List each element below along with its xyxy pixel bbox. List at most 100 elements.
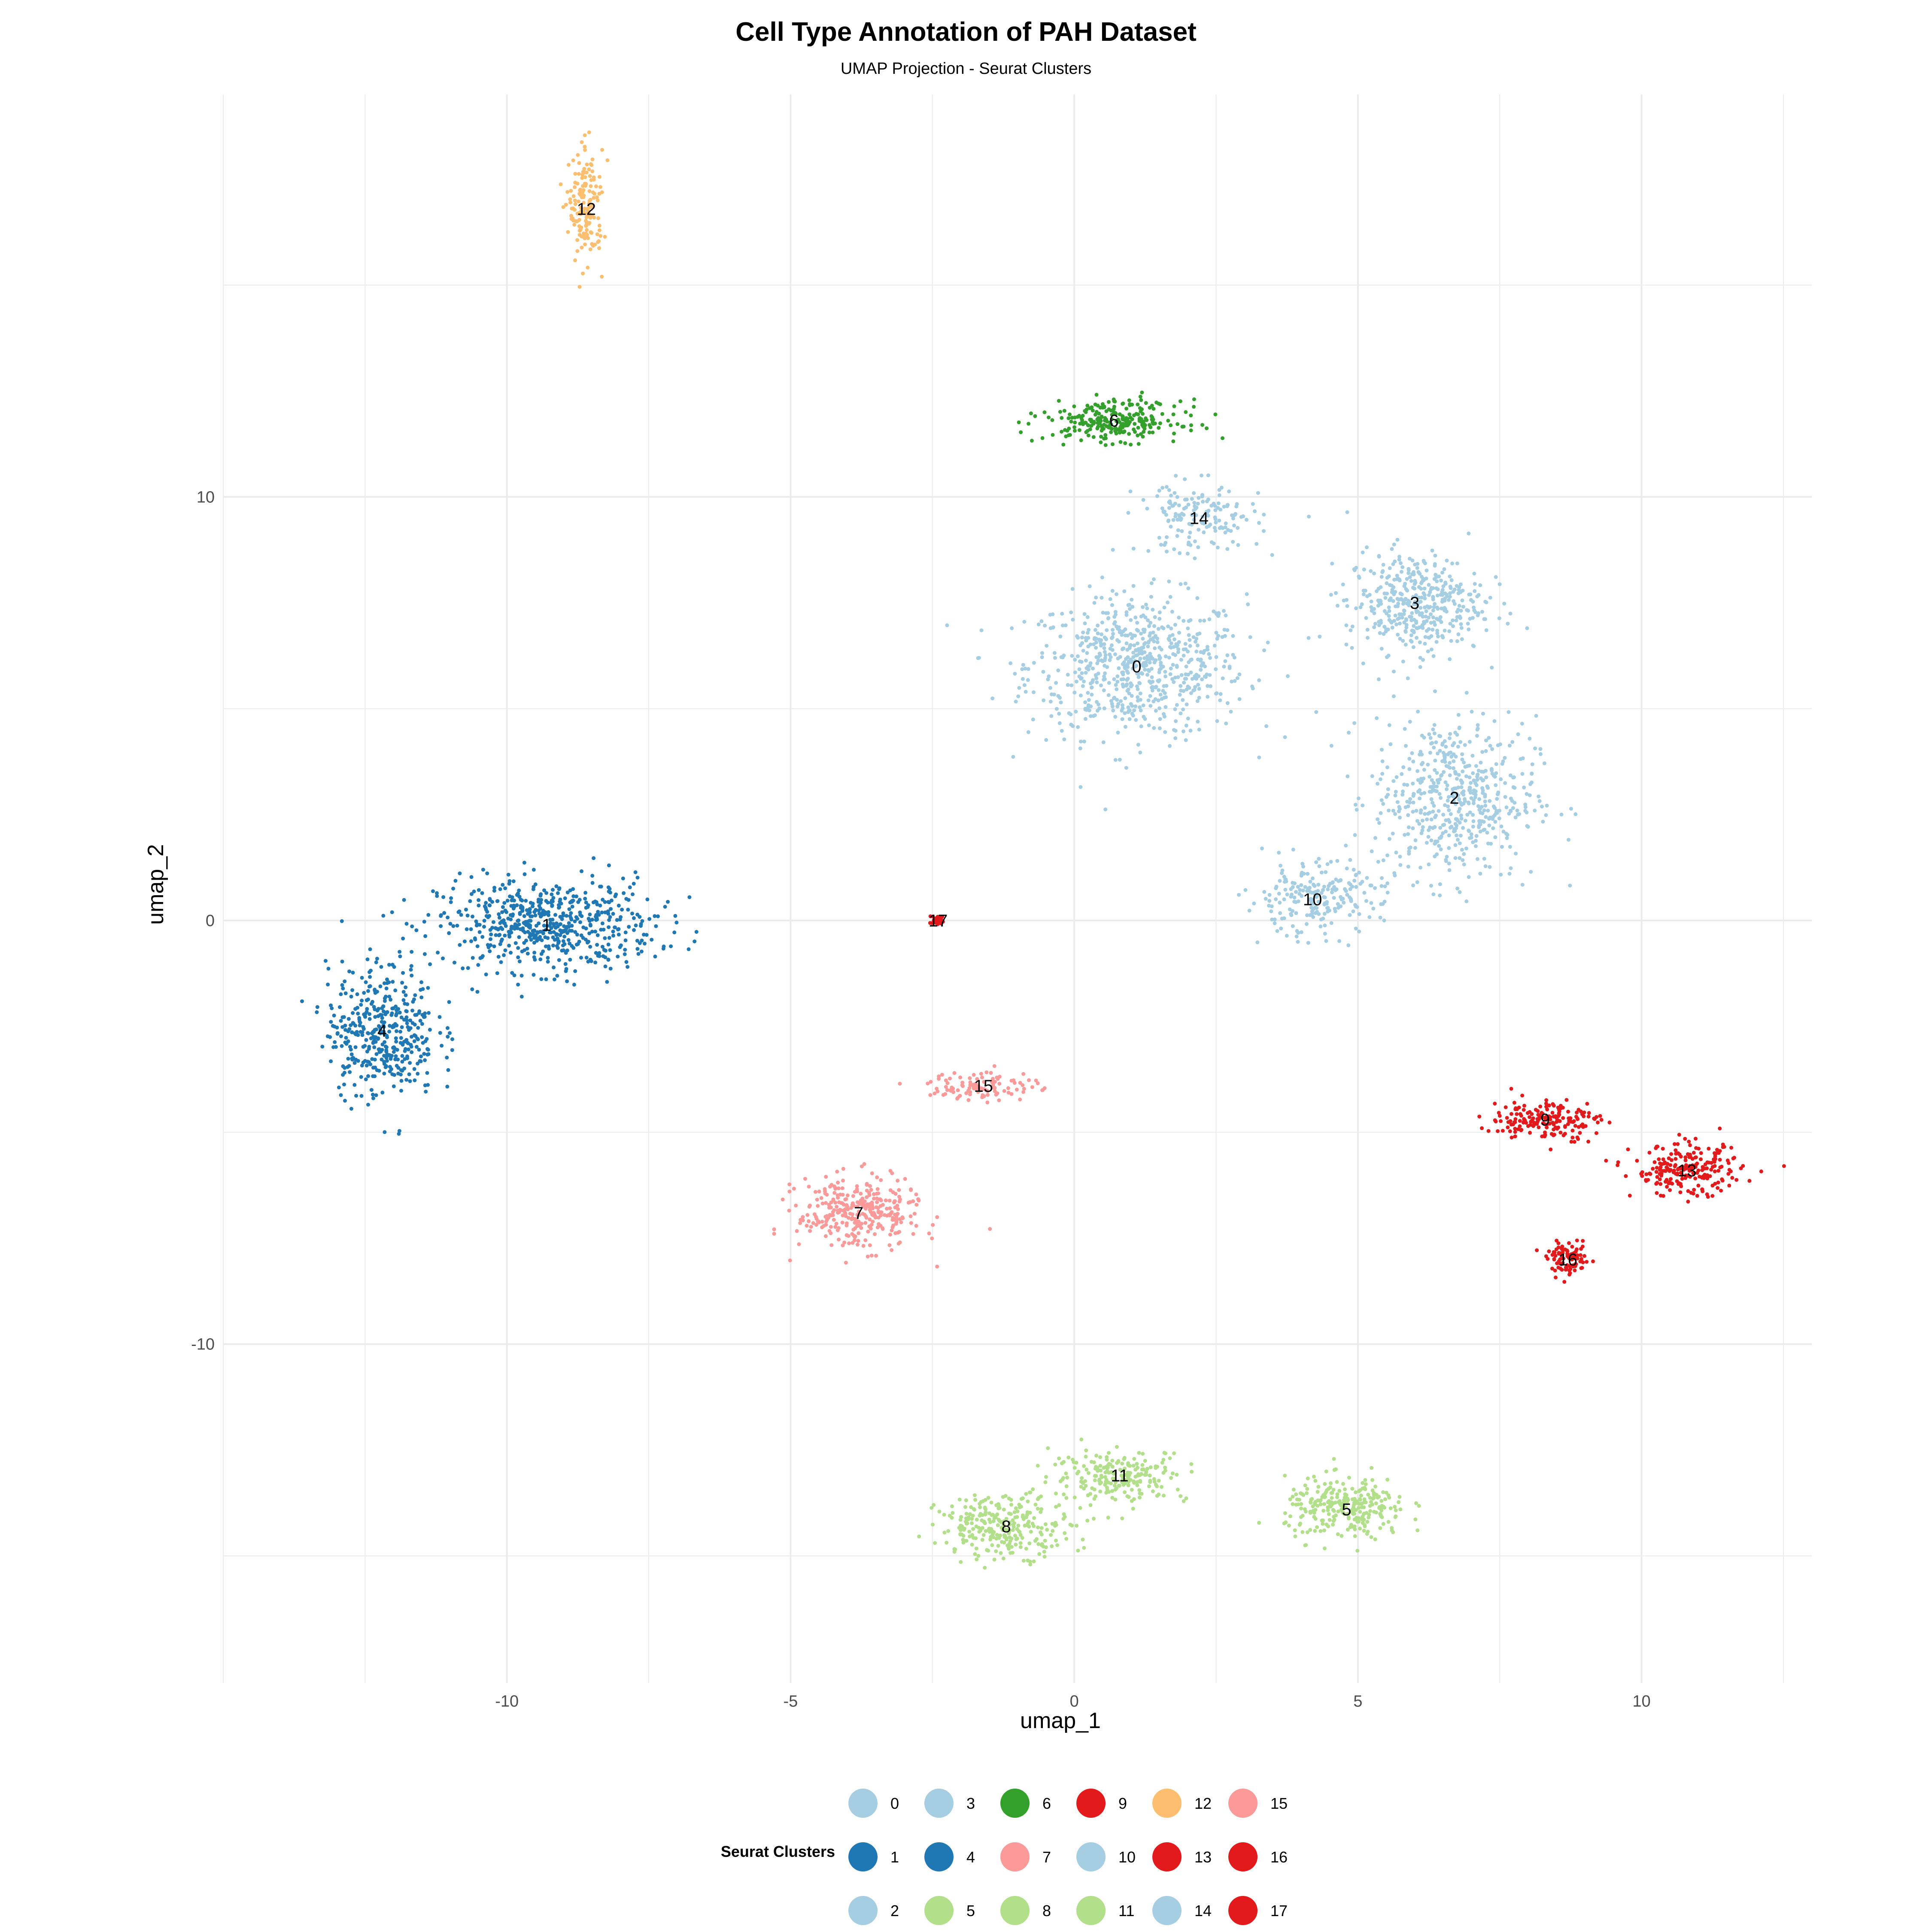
data-point [855, 1242, 860, 1247]
data-point [457, 909, 462, 914]
data-point [1022, 620, 1027, 624]
data-point [1104, 1465, 1108, 1469]
data-point [1697, 1175, 1701, 1179]
data-point [1380, 759, 1385, 763]
data-point [363, 1059, 367, 1063]
data-point [496, 955, 501, 959]
data-point [1701, 1165, 1705, 1169]
data-point [1406, 676, 1410, 680]
data-point [1093, 628, 1097, 632]
data-point [1152, 577, 1156, 581]
data-point [1101, 611, 1105, 615]
data-point [1146, 618, 1150, 623]
data-point [532, 941, 536, 945]
data-point [984, 1529, 988, 1533]
data-point [1387, 618, 1391, 622]
data-point [611, 933, 615, 938]
data-point [1039, 1510, 1043, 1514]
data-point [1433, 553, 1437, 558]
data-point [1197, 674, 1201, 678]
data-point [462, 939, 467, 944]
data-point [1528, 1130, 1532, 1135]
data-point [1155, 640, 1160, 644]
data-point [383, 1130, 387, 1134]
data-point [868, 1217, 872, 1221]
data-point [1382, 899, 1387, 904]
data-point [1725, 1158, 1730, 1163]
data-point [1160, 506, 1164, 510]
data-point [1445, 559, 1449, 563]
data-point [868, 1184, 872, 1188]
data-point [1386, 787, 1390, 791]
data-point [867, 1191, 871, 1195]
data-point [1128, 657, 1133, 662]
data-point [1375, 716, 1379, 720]
data-point [388, 1024, 392, 1028]
data-point [630, 911, 634, 916]
data-point [607, 925, 611, 930]
data-point [991, 1519, 996, 1523]
data-point [341, 986, 345, 990]
data-point [1471, 801, 1476, 805]
data-point [519, 897, 523, 902]
data-point [1415, 601, 1419, 605]
data-point [578, 188, 582, 192]
data-point [1189, 428, 1193, 432]
data-point [1154, 401, 1159, 404]
data-point [1184, 410, 1188, 414]
data-point [1408, 575, 1412, 579]
data-point [473, 937, 477, 942]
data-point [544, 891, 549, 895]
data-point [1397, 555, 1401, 559]
data-point [1291, 848, 1295, 852]
data-point [1032, 1559, 1036, 1564]
data-point [1402, 782, 1406, 787]
data-point [392, 1046, 397, 1051]
data-point [1739, 1166, 1743, 1170]
data-point [1120, 703, 1124, 707]
data-point [1490, 665, 1494, 670]
data-point [1445, 787, 1449, 791]
data-point [1296, 931, 1300, 935]
data-point [1173, 736, 1178, 740]
data-point [1405, 783, 1410, 787]
data-point [1411, 826, 1415, 830]
data-point [1432, 804, 1436, 808]
data-point [1544, 1101, 1548, 1106]
data-point [1079, 739, 1083, 744]
data-point [1379, 747, 1384, 752]
data-point [1078, 693, 1083, 698]
data-point [1112, 677, 1116, 681]
data-point [1336, 1532, 1340, 1536]
data-point [373, 1074, 377, 1078]
data-point [440, 1044, 444, 1048]
data-point [1029, 1530, 1033, 1534]
data-point [1206, 684, 1210, 688]
data-point [1124, 613, 1129, 617]
grid-lines [223, 94, 1812, 1683]
data-point [1168, 595, 1173, 599]
data-point [970, 1517, 974, 1521]
data-point [1494, 575, 1498, 579]
data-point [1422, 560, 1426, 564]
data-point [565, 931, 569, 935]
data-point [1213, 517, 1218, 521]
data-point [1431, 654, 1436, 658]
data-point [875, 1225, 880, 1230]
data-point [1142, 419, 1146, 424]
data-point [583, 890, 588, 895]
data-point [1118, 629, 1122, 633]
data-point [1449, 578, 1454, 582]
data-point [1166, 519, 1170, 523]
data-point [565, 190, 570, 194]
data-point [378, 984, 383, 988]
data-point [588, 174, 592, 178]
data-point [1098, 1464, 1103, 1468]
data-point [1331, 1488, 1336, 1492]
data-point [480, 891, 484, 895]
data-point [586, 905, 590, 909]
data-point [1173, 491, 1177, 495]
data-point [1379, 575, 1384, 579]
data-point [1096, 425, 1100, 429]
data-point [1084, 1467, 1089, 1472]
